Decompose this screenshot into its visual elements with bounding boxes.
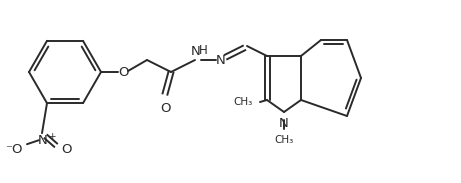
Text: CH₃: CH₃ bbox=[274, 135, 294, 145]
Text: N: N bbox=[191, 45, 201, 58]
Text: O: O bbox=[118, 66, 128, 79]
Text: O: O bbox=[61, 143, 71, 156]
Text: ⁻O: ⁻O bbox=[6, 143, 23, 156]
Text: CH₃: CH₃ bbox=[234, 97, 253, 107]
Text: N: N bbox=[38, 134, 48, 147]
Text: H: H bbox=[199, 44, 207, 57]
Text: +: + bbox=[48, 132, 55, 141]
Text: O: O bbox=[160, 102, 170, 115]
Text: N: N bbox=[216, 53, 226, 66]
Text: N: N bbox=[279, 117, 289, 130]
